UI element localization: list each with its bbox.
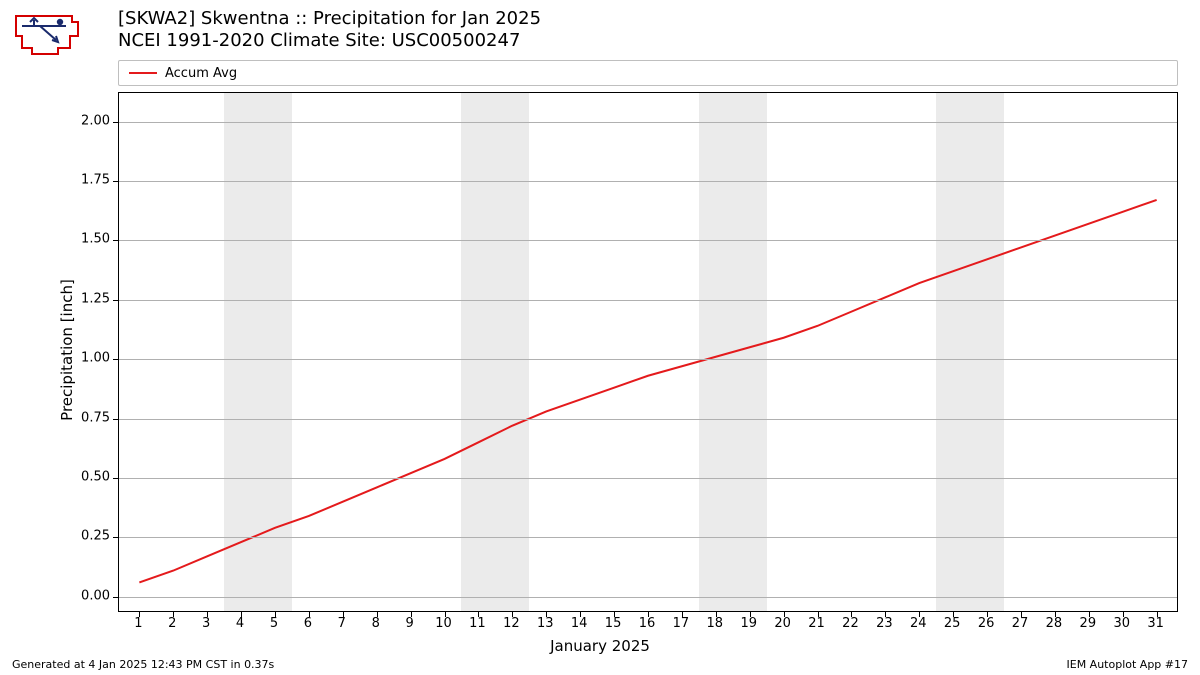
gridline-horizontal	[119, 419, 1177, 420]
y-tick	[113, 359, 119, 360]
x-tick-label: 8	[372, 616, 380, 631]
line-series-layer	[119, 93, 1177, 611]
y-tick	[113, 537, 119, 538]
x-tick-label: 4	[236, 616, 244, 631]
x-tick-label: 6	[304, 616, 312, 631]
x-tick-label: 17	[673, 616, 690, 631]
x-tick-label: 13	[537, 616, 554, 631]
y-tick-label: 1.50	[70, 232, 110, 247]
gridline-horizontal	[119, 122, 1177, 123]
x-tick-label: 30	[1113, 616, 1130, 631]
footer-generated: Generated at 4 Jan 2025 12:43 PM CST in …	[12, 658, 274, 671]
x-tick-label: 1	[134, 616, 142, 631]
y-tick	[113, 122, 119, 123]
y-tick-label: 1.75	[70, 172, 110, 187]
gridline-horizontal	[119, 240, 1177, 241]
y-tick-label: 0.00	[70, 588, 110, 603]
x-tick-label: 31	[1147, 616, 1164, 631]
footer-app: IEM Autoplot App #17	[1067, 658, 1189, 671]
gridline-horizontal	[119, 300, 1177, 301]
gridline-horizontal	[119, 478, 1177, 479]
x-tick-label: 29	[1080, 616, 1097, 631]
x-tick-label: 19	[740, 616, 757, 631]
x-axis-label: January 2025	[0, 637, 1200, 655]
plot-area: Accum Avg 123456789101112131415161718192…	[118, 60, 1178, 640]
y-tick-label: 0.75	[70, 410, 110, 425]
x-tick-label: 2	[168, 616, 176, 631]
y-tick	[113, 300, 119, 301]
x-tick-label: 22	[842, 616, 859, 631]
y-tick	[113, 419, 119, 420]
x-tick-label: 3	[202, 616, 210, 631]
chart-axes	[118, 92, 1178, 612]
x-tick-label: 25	[944, 616, 961, 631]
chart-title: [SKWA2] Skwentna :: Precipitation for Ja…	[118, 8, 541, 51]
y-tick	[113, 478, 119, 479]
iem-logo	[12, 8, 84, 60]
y-tick-label: 1.25	[70, 291, 110, 306]
x-tick-label: 18	[707, 616, 724, 631]
x-tick-label: 12	[503, 616, 520, 631]
x-tick-label: 20	[774, 616, 791, 631]
legend: Accum Avg	[118, 60, 1178, 86]
x-tick-label: 14	[571, 616, 588, 631]
y-tick	[113, 597, 119, 598]
y-tick-label: 1.00	[70, 351, 110, 366]
x-tick-label: 24	[910, 616, 927, 631]
legend-swatch	[129, 72, 157, 74]
x-tick-label: 27	[1012, 616, 1029, 631]
gridline-horizontal	[119, 597, 1177, 598]
gridline-horizontal	[119, 181, 1177, 182]
x-tick-label: 23	[876, 616, 893, 631]
series-line	[139, 200, 1156, 583]
x-tick-label: 15	[605, 616, 622, 631]
legend-label: Accum Avg	[165, 66, 237, 81]
x-tick-label: 26	[978, 616, 995, 631]
x-tick-label: 28	[1046, 616, 1063, 631]
x-tick-label: 10	[435, 616, 452, 631]
gridline-horizontal	[119, 359, 1177, 360]
chart-title-line2: NCEI 1991-2020 Climate Site: USC00500247	[118, 30, 541, 52]
x-tick-label: 7	[338, 616, 346, 631]
y-tick	[113, 181, 119, 182]
x-tick-label: 5	[270, 616, 278, 631]
y-tick-label: 2.00	[70, 113, 110, 128]
x-tick-label: 11	[469, 616, 486, 631]
gridline-horizontal	[119, 537, 1177, 538]
x-tick-label: 9	[405, 616, 413, 631]
y-tick	[113, 240, 119, 241]
y-tick-label: 0.25	[70, 529, 110, 544]
y-tick-label: 0.50	[70, 469, 110, 484]
x-tick-label: 21	[808, 616, 825, 631]
chart-title-line1: [SKWA2] Skwentna :: Precipitation for Ja…	[118, 8, 541, 30]
x-tick-label: 16	[639, 616, 656, 631]
